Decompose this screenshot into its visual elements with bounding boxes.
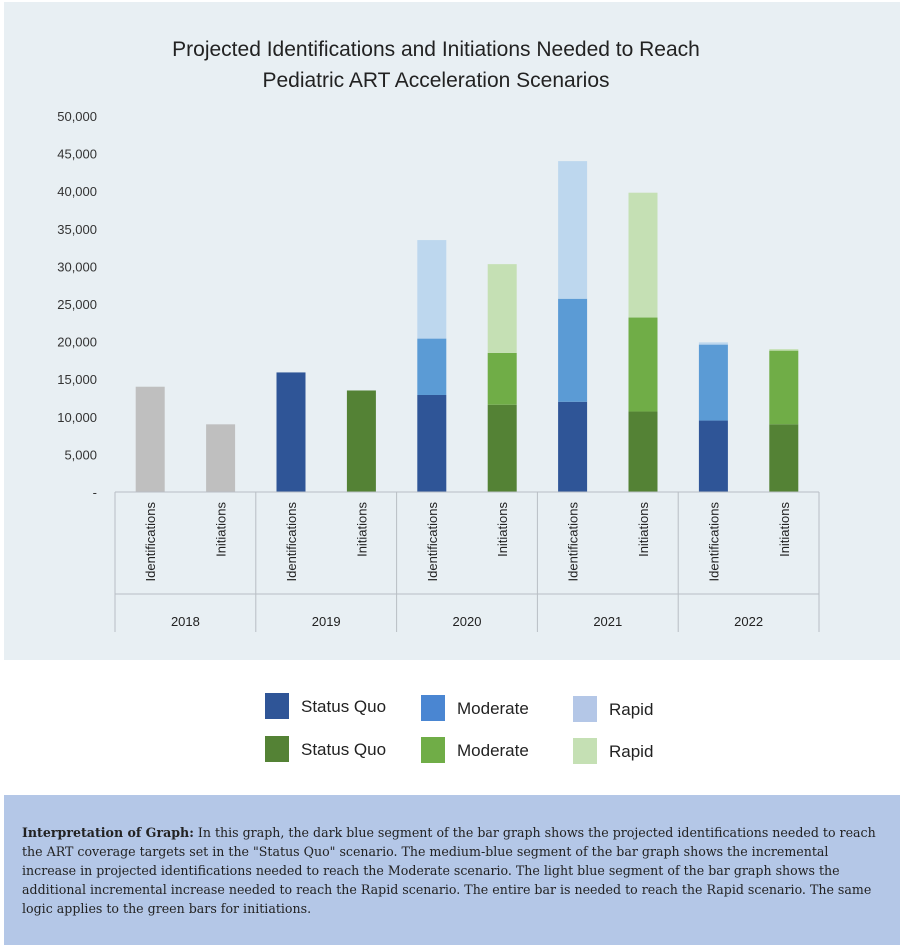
chart-svg: Projected Identifications and Initiation… [57,38,820,632]
bar-segment [276,372,306,492]
x-category-label: Identifications [706,502,721,582]
y-tick-label: 45,000 [57,147,97,162]
bar-segment [346,390,376,492]
bar-segment [558,298,588,402]
legend-swatch [421,695,445,721]
legend-swatch [265,693,289,719]
bar-segment [628,317,658,412]
y-tick-label: - [93,485,97,500]
y-tick-label: 30,000 [57,259,97,274]
bar-segment [487,404,517,492]
x-category-label: Identifications [284,502,299,582]
bar-segment [628,192,658,318]
bar-segment [417,394,447,492]
legend: Status Quo Moderate Rapid Status Quo Moderat… [265,693,685,781]
x-category-label: Identifications [425,502,440,582]
x-group-label: 2020 [453,614,482,629]
x-category-label: Initiations [354,502,369,557]
x-category-label: Identifications [143,502,158,582]
legend-label: Rapid [609,742,654,761]
y-tick-label: 10,000 [57,410,97,425]
y-tick-label: 40,000 [57,184,97,199]
legend-label: Rapid [609,700,654,719]
x-category-label: Identifications [566,502,581,582]
x-group-label: 2021 [593,614,622,629]
legend-swatch [421,737,445,763]
x-category-label: Initiations [214,502,229,557]
bar-segment [417,338,447,395]
note-heading: Interpretation of Graph: [22,825,194,840]
y-tick-label: 25,000 [57,297,97,312]
bar-segment [698,344,728,421]
bar-segment [487,264,517,353]
bar-segment [769,349,799,351]
bar-segment [769,424,799,492]
bar-segment [698,420,728,492]
legend-swatch [573,738,597,764]
y-tick-label: 50,000 [57,109,97,124]
chart-panel: Projected Identifications and Initiation… [4,2,900,660]
bar-segment [769,350,799,425]
x-category-label: Initiations [495,502,510,557]
bar-segment [135,386,165,492]
x-group-label: 2022 [734,614,763,629]
x-group-label: 2018 [171,614,200,629]
chart-title-line: Projected Identifications and Initiation… [172,38,700,61]
bar-segment [558,401,588,492]
bar-segment [487,352,517,405]
interpretation-note: Interpretation of Graph: In this graph, … [4,795,900,945]
x-group-label: 2019 [312,614,341,629]
note-body: In this graph, the dark blue segment of … [22,825,876,916]
x-category-label: Initiations [636,502,651,557]
legend-label: Status Quo [301,697,387,716]
y-tick-label: 15,000 [57,372,97,387]
bar-segment [417,240,447,339]
bar-segment [558,161,588,299]
bar-segment [698,342,728,345]
legend-swatch [573,696,597,722]
y-tick-label: 5,000 [64,447,97,462]
note-text: Interpretation of Graph: In this graph, … [22,823,884,918]
legend-swatch [265,736,289,762]
y-tick-label: 20,000 [57,335,97,350]
legend-label: Moderate [457,741,529,760]
x-category-label: Initiations [777,502,792,557]
bar-segment [206,424,236,492]
bar-segment [628,411,658,492]
legend-label: Status Quo [301,740,387,759]
y-tick-label: 35,000 [57,222,97,237]
legend-label: Moderate [457,699,529,718]
chart-title-line: Pediatric ART Acceleration Scenarios [262,69,609,92]
